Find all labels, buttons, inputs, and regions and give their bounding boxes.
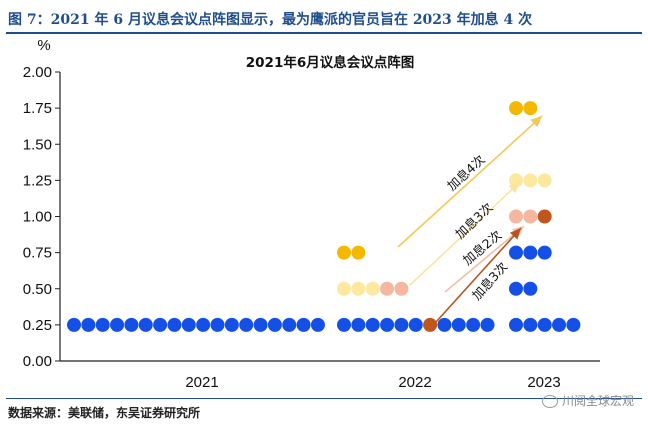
annotation-arrow-line [409, 181, 521, 286]
dot-2023 [537, 209, 552, 224]
dot-2022 [394, 317, 409, 332]
dot-2021 [181, 317, 196, 332]
y-tick-label: 1.50 [23, 136, 52, 153]
dot-2021 [253, 317, 268, 332]
dot-2021 [110, 317, 125, 332]
dot-2022 [423, 317, 438, 332]
dot-2023 [523, 101, 538, 116]
dot-2022 [380, 281, 395, 296]
dot-2021 [81, 317, 96, 332]
dot-2022 [365, 281, 380, 296]
dot-2021 [310, 317, 325, 332]
watermark: 川阅全球宏观 [541, 392, 634, 409]
dot-2022 [408, 317, 423, 332]
annotation-label: 加息4次 [444, 152, 488, 194]
dot-2023 [509, 101, 523, 116]
dot-2022 [365, 317, 380, 332]
dot-2021 [124, 317, 139, 332]
dot-2021 [67, 317, 81, 332]
dot-2021 [224, 317, 239, 332]
dot-2022 [394, 281, 409, 296]
annotation-arrow-line [435, 227, 522, 323]
dot-2023 [509, 317, 523, 332]
dot-2022 [351, 281, 366, 296]
dot-2021 [153, 317, 168, 332]
dot-2021 [282, 317, 297, 332]
dot-2022 [466, 317, 481, 332]
annotation-label: 加息3次 [469, 259, 511, 303]
figure-caption: 图 7：2021 年 6 月议息会议点阵图显示，最为鹰派的官员旨在 2023 年… [8, 12, 533, 28]
dot-2022 [437, 317, 452, 332]
y-tick-label: 0.50 [23, 281, 52, 298]
annotation-arrow-line [444, 225, 525, 293]
caption-divider [6, 32, 642, 34]
dot-2022 [351, 245, 366, 260]
dot-2021 [296, 317, 311, 332]
dot-2021 [196, 317, 211, 332]
dot-2021 [138, 317, 153, 332]
dot-2023 [537, 173, 552, 188]
x-category-label: 2022 [398, 374, 431, 391]
dot-2023 [523, 209, 538, 224]
dot-2021 [167, 317, 182, 332]
dot-2023 [509, 281, 523, 296]
annotation-arrowhead [508, 182, 520, 194]
x-category-label: 2021 [185, 374, 218, 391]
y-tick-label: 2.00 [23, 64, 52, 81]
dot-2022 [337, 245, 351, 260]
dot-2021 [239, 317, 254, 332]
dot-2023 [537, 317, 552, 332]
dot-2023 [552, 317, 567, 332]
chart-title: 2021年6月议息会议点阵图 [246, 54, 414, 71]
wechat-icon [541, 395, 558, 408]
y-tick-label: 0.00 [23, 353, 52, 370]
y-tick-label: 0.25 [23, 317, 52, 334]
data-source-note: 数据来源：美联储，东吴证券研究所 [8, 406, 201, 420]
annotation-arrow-line [397, 115, 543, 248]
dot-2023 [509, 173, 523, 188]
y-tick-label: 1.75 [23, 100, 52, 117]
dot-2023 [537, 245, 552, 260]
dot-2021 [95, 317, 110, 332]
dot-2023 [509, 209, 523, 224]
dot-2022 [451, 317, 466, 332]
dot-2022 [337, 281, 351, 296]
dot-2023 [523, 281, 538, 296]
dot-2021 [210, 317, 225, 332]
dot-2023 [523, 173, 538, 188]
dot-2021 [267, 317, 282, 332]
dot-2022 [480, 317, 495, 332]
annotation-arrowhead [509, 228, 521, 240]
dot-2023 [523, 245, 538, 260]
y-tick-label: 1.25 [23, 172, 52, 189]
dot-2023 [523, 317, 538, 332]
y-tick-label: 0.75 [23, 245, 52, 262]
dot-2023 [509, 245, 523, 260]
watermark-text: 川阅全球宏观 [561, 394, 634, 408]
dot-2023 [566, 317, 581, 332]
annotation-arrowhead [530, 116, 542, 128]
dot-2022 [337, 317, 351, 332]
y-axis-unit-label: % [37, 37, 50, 54]
y-tick-label: 1.00 [23, 209, 52, 226]
dot-2022 [351, 317, 366, 332]
dot-2022 [380, 317, 395, 332]
footer-divider [6, 398, 642, 399]
x-category-label: 2023 [527, 374, 560, 391]
